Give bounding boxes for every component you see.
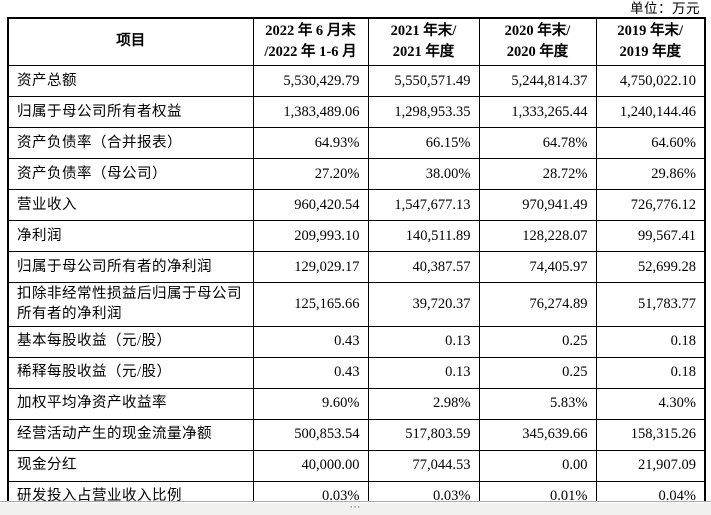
cell-value: 28.72% <box>478 158 597 190</box>
table-row: 资产总额 5,530,429.79 5,550,571.49 5,244,814.37… <box>7 65 706 97</box>
cell-value: 500,853.54 <box>252 418 369 451</box>
cell-value: 4.30% <box>595 387 706 420</box>
row-label: 归属于母公司所有者的净利润 <box>7 251 254 283</box>
cell-value: 66.15% <box>367 127 480 159</box>
cell-value: 209,993.10 <box>252 220 369 252</box>
cell-value: 74,405.97 <box>478 251 597 283</box>
column-header-item: 项目 <box>7 17 254 66</box>
cell-value: 970,941.49 <box>478 189 597 221</box>
row-label: 经营活动产生的现金流量净额 <box>7 418 254 451</box>
table-row: 经营活动产生的现金流量净额 500,853.54 517,803.59 345,639… <box>7 418 706 451</box>
cell-value: 1,383,489.06 <box>252 96 369 128</box>
table-row: 资产负债率（母公司） 27.20% 38.00% 28.72% 29.86% <box>7 158 706 190</box>
table-row: 资产负债率（合并报表） 64.93% 66.15% 64.78% 64.60% <box>7 127 706 159</box>
table-row: 加权平均净资产收益率 9.60% 2.98% 5.83% 4.30% <box>7 387 706 420</box>
cell-value: 517,803.59 <box>367 418 480 451</box>
row-label: 现金分红 <box>7 449 254 482</box>
cell-value: 4,750,022.10 <box>595 65 706 97</box>
cell-value: 129,029.17 <box>252 251 369 283</box>
cell-value: 29.86% <box>595 158 706 190</box>
cell-value: 5.83% <box>478 387 597 420</box>
cell-value: 0.13 <box>367 325 480 358</box>
cell-value: 64.60% <box>595 127 706 159</box>
cell-value: 0.18 <box>595 325 706 358</box>
cell-value: 5,244,814.37 <box>478 65 597 97</box>
cell-value: 0.43 <box>252 356 369 389</box>
table-row: 营业收入 960,420.54 1,547,677.13 970,941.49 726,… <box>7 189 706 221</box>
cell-value: 9.60% <box>252 387 369 420</box>
cell-value: 1,547,677.13 <box>367 189 480 221</box>
cell-value: 40,000.00 <box>252 449 369 482</box>
cell-value: 158,315.26 <box>595 418 706 451</box>
cell-value: 5,550,571.49 <box>367 65 480 97</box>
cell-value: 64.93% <box>252 127 369 159</box>
table-row: 基本每股收益（元/股） 0.43 0.13 0.25 0.18 <box>7 325 706 358</box>
cell-value: 1,298,953.35 <box>367 96 480 128</box>
column-header-period-1: 2021 年末/2021 年度 <box>367 17 480 66</box>
row-label: 加权平均净资产收益率 <box>7 387 254 420</box>
cell-value: 0.13 <box>367 356 480 389</box>
cell-value: 960,420.54 <box>252 189 369 221</box>
column-header-period-2: 2020 年末/2020 年度 <box>478 17 597 66</box>
row-label: 归属于母公司所有者权益 <box>7 96 254 128</box>
cell-value: 51,783.77 <box>595 282 706 327</box>
cell-value: 99,567.41 <box>595 220 706 252</box>
cell-value: 21,907.09 <box>595 449 706 482</box>
cell-value: 64.78% <box>478 127 597 159</box>
table-row: 归属于母公司所有者的净利润 129,029.17 40,387.57 74,405.9… <box>7 251 706 283</box>
financial-summary-table: 项目 2022 年 6 月末/2022 年 1-6 月 2021 年末/2021 … <box>7 17 706 514</box>
cell-value: 39,720.37 <box>367 282 480 327</box>
row-label: 基本每股收益（元/股） <box>7 325 254 358</box>
cell-value: 0.25 <box>478 325 597 358</box>
cell-value: 140,511.89 <box>367 220 480 252</box>
cell-value: 1,333,265.44 <box>478 96 597 128</box>
cell-value: 77,044.53 <box>367 449 480 482</box>
table-header-row: 项目 2022 年 6 月末/2022 年 1-6 月 2021 年末/2021 … <box>7 17 706 66</box>
cell-value: 2.98% <box>367 387 480 420</box>
cell-value: 128,228.07 <box>478 220 597 252</box>
row-label: 资产总额 <box>7 65 254 97</box>
row-label: 资产负债率（合并报表） <box>7 127 254 159</box>
unit-label: 单位：万元 <box>630 1 700 16</box>
cell-value: 5,530,429.79 <box>252 65 369 97</box>
row-label: 稀释每股收益（元/股） <box>7 356 254 389</box>
cell-value: 0.18 <box>595 356 706 389</box>
cell-value: 27.20% <box>252 158 369 190</box>
table-row: 稀释每股收益（元/股） 0.43 0.13 0.25 0.18 <box>7 356 706 389</box>
table-row: 归属于母公司所有者权益 1,383,489.06 1,298,953.35 1,333… <box>7 96 706 128</box>
cell-value: 38.00% <box>367 158 480 190</box>
bottom-scrollbar-track[interactable]: ··· <box>0 501 711 515</box>
table-row: 扣除非经常性损益后归属于母公司所有者的净利润 125,165.66 39,720.3… <box>7 282 706 327</box>
cell-value: 125,165.66 <box>252 282 369 327</box>
cell-value: 76,274.89 <box>478 282 597 327</box>
table-row: 现金分红 40,000.00 77,044.53 0.00 21,907.09 <box>7 449 706 482</box>
column-header-period-3: 2019 年末/2019 年度 <box>595 17 706 66</box>
cell-value: 726,776.12 <box>595 189 706 221</box>
cell-value: 0.25 <box>478 356 597 389</box>
scrollbar-drag-handle[interactable]: ··· <box>349 503 362 513</box>
row-label: 资产负债率（母公司） <box>7 158 254 190</box>
cell-value: 0.00 <box>478 449 597 482</box>
cell-value: 1,240,144.46 <box>595 96 706 128</box>
row-label: 营业收入 <box>7 189 254 221</box>
table-row: 净利润 209,993.10 140,511.89 128,228.07 99,567.… <box>7 220 706 252</box>
cell-value: 40,387.57 <box>367 251 480 283</box>
cell-value: 52,699.28 <box>595 251 706 283</box>
cell-value: 0.43 <box>252 325 369 358</box>
cell-value: 345,639.66 <box>478 418 597 451</box>
row-label: 扣除非经常性损益后归属于母公司所有者的净利润 <box>7 282 254 327</box>
column-header-period-0: 2022 年 6 月末/2022 年 1-6 月 <box>252 17 369 66</box>
row-label: 净利润 <box>7 220 254 252</box>
